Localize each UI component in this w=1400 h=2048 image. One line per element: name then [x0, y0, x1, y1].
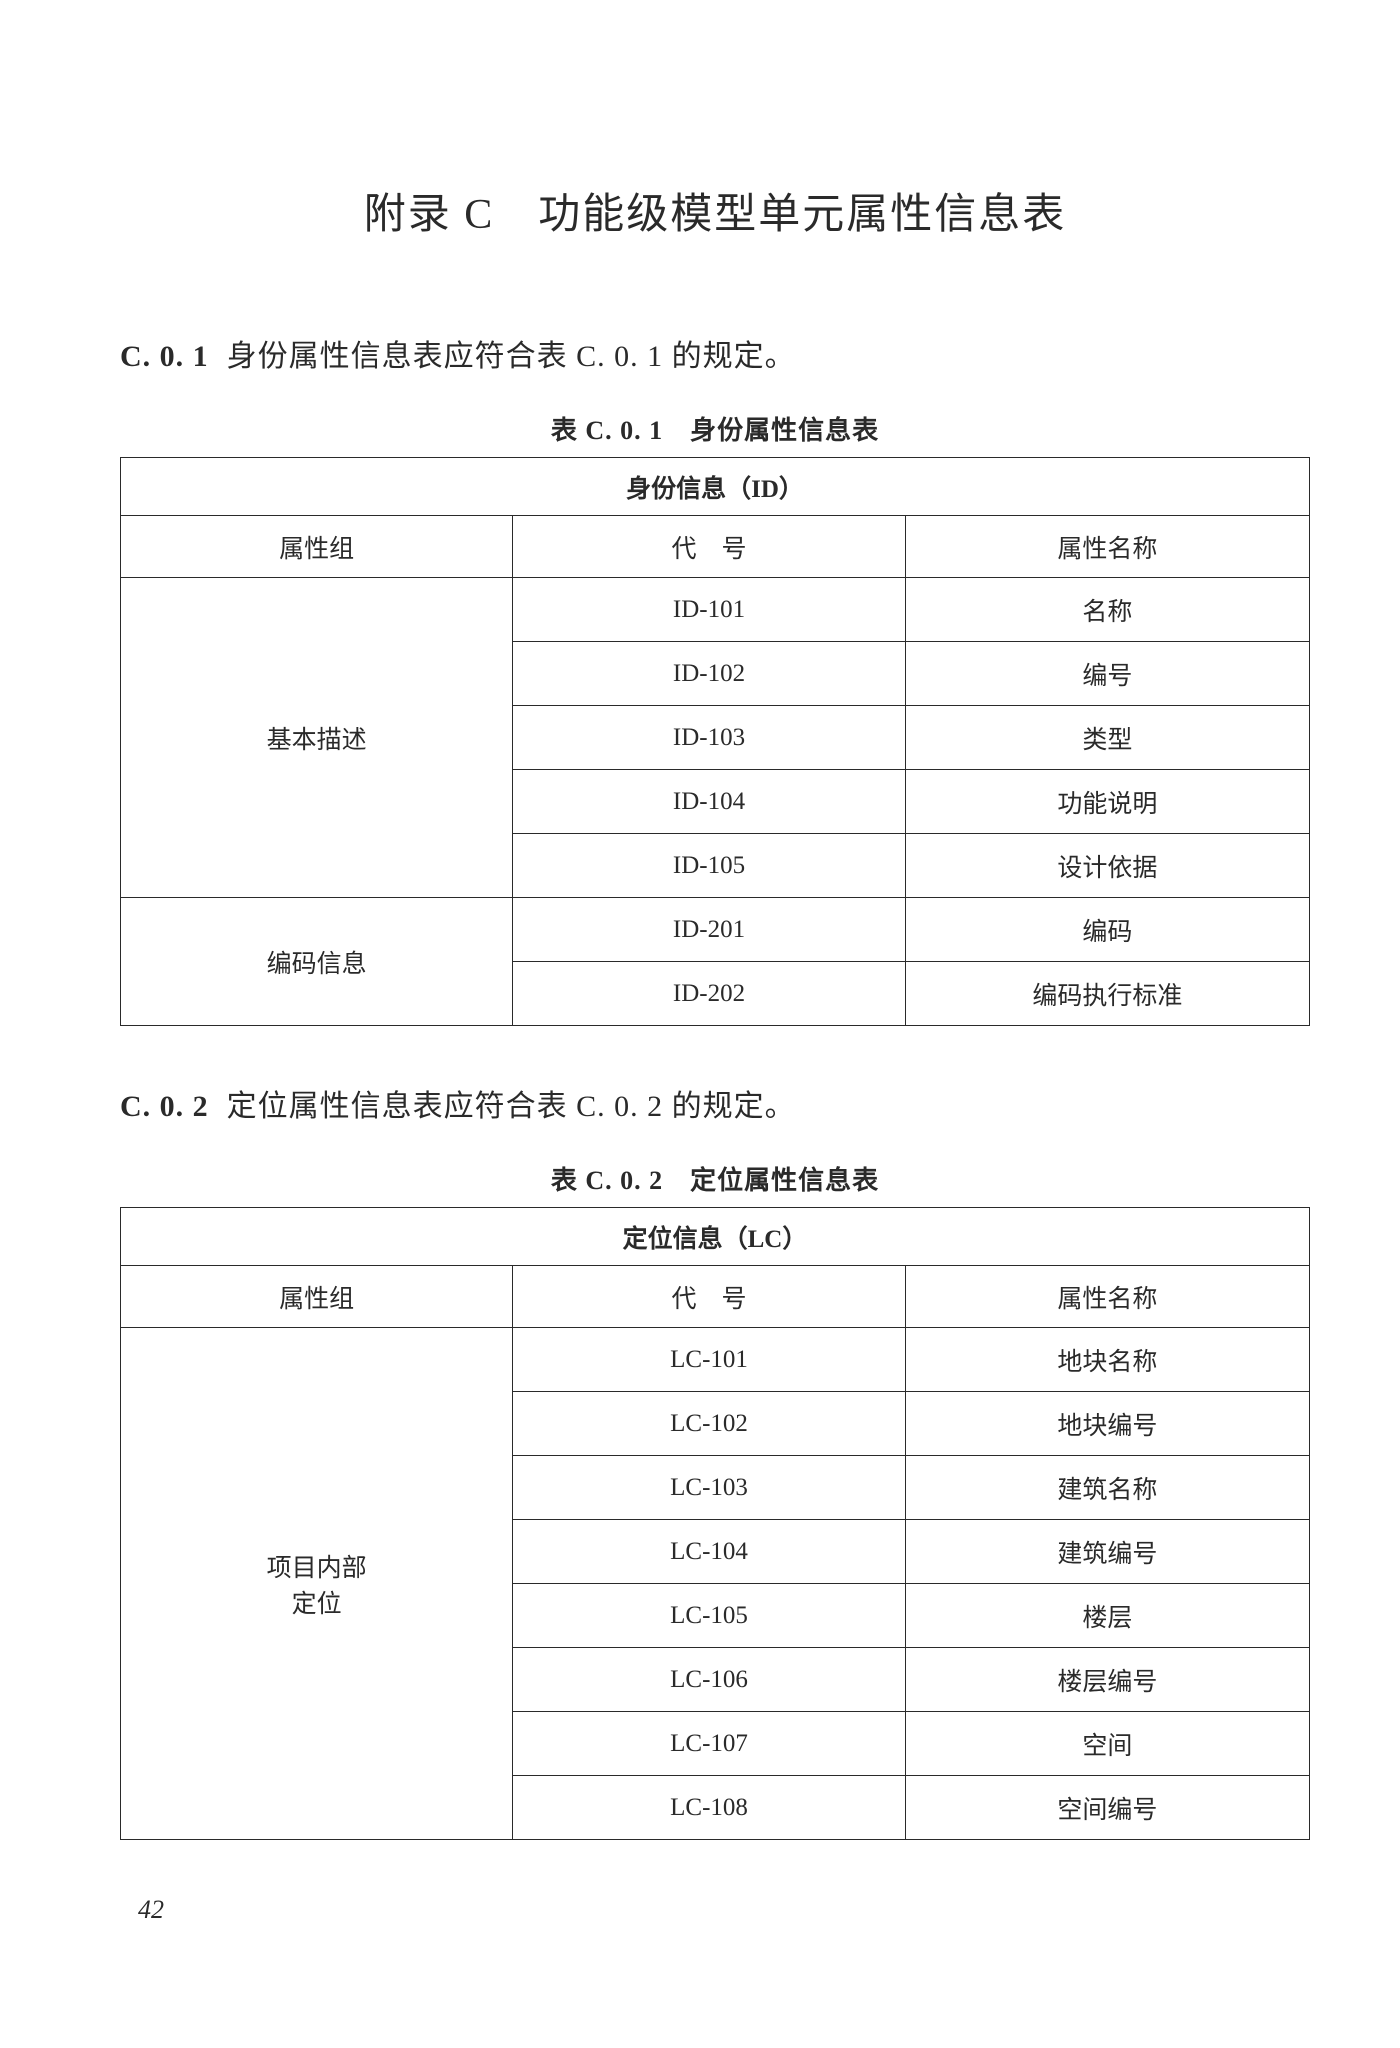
table-cell: 楼层编号 — [905, 1648, 1309, 1712]
section-c01-id: C. 0. 1 — [120, 340, 209, 373]
table-cell: LC-104 — [513, 1520, 905, 1584]
table-cell: 设计依据 — [905, 834, 1309, 898]
table-cell: 建筑名称 — [905, 1456, 1309, 1520]
table-c01-colhdr-2: 属性名称 — [905, 516, 1309, 578]
table-cell: 编码 — [905, 898, 1309, 962]
table-cell: 建筑编号 — [905, 1520, 1309, 1584]
table-cell: 类型 — [905, 706, 1309, 770]
table-cell: 楼层 — [905, 1584, 1309, 1648]
table-c01-group0-label: 基本描述 — [121, 578, 513, 898]
table-c02-colhdr-0: 属性组 — [121, 1266, 513, 1328]
table-c02-colhdr-2: 属性名称 — [905, 1266, 1309, 1328]
table-cell: ID-202 — [513, 962, 905, 1026]
table-c02-header-span: 定位信息（LC） — [121, 1208, 1310, 1266]
table-cell: 地块名称 — [905, 1328, 1309, 1392]
table-cell: LC-107 — [513, 1712, 905, 1776]
table-cell: 空间 — [905, 1712, 1309, 1776]
table-c02: 定位信息（LC） 属性组 代 号 属性名称 项目内部定位 LC-101 地块名称… — [120, 1207, 1310, 1840]
table-c01-caption: 表 C. 0. 1 身份属性信息表 — [120, 410, 1310, 447]
table-c02-group0-label: 项目内部定位 — [121, 1328, 513, 1840]
table-cell: 编码执行标准 — [905, 962, 1309, 1026]
section-c01-label: C. 0. 1 身份属性信息表应符合表 C. 0. 1 的规定。 — [120, 331, 1310, 375]
table-cell: LC-102 — [513, 1392, 905, 1456]
table-c01-header-span: 身份信息（ID） — [121, 458, 1310, 516]
section-c01-text: 身份属性信息表应符合表 C. 0. 1 的规定。 — [227, 340, 796, 373]
table-c01-colhdr-0: 属性组 — [121, 516, 513, 578]
section-c02-text: 定位属性信息表应符合表 C. 0. 2 的规定。 — [227, 1090, 796, 1123]
section-c02-label: C. 0. 2 定位属性信息表应符合表 C. 0. 2 的规定。 — [120, 1081, 1310, 1125]
table-cell: 编号 — [905, 642, 1309, 706]
table-cell: ID-105 — [513, 834, 905, 898]
table-cell: LC-106 — [513, 1648, 905, 1712]
table-cell: ID-103 — [513, 706, 905, 770]
table-cell: ID-201 — [513, 898, 905, 962]
table-c01-group1-label: 编码信息 — [121, 898, 513, 1026]
page-number: 42 — [138, 1895, 1310, 1925]
table-cell: ID-102 — [513, 642, 905, 706]
table-c01-colhdr-1: 代 号 — [513, 516, 905, 578]
section-c02-id: C. 0. 2 — [120, 1090, 209, 1123]
table-cell: 功能说明 — [905, 770, 1309, 834]
table-cell: ID-104 — [513, 770, 905, 834]
table-cell: 空间编号 — [905, 1776, 1309, 1840]
table-cell: 名称 — [905, 578, 1309, 642]
table-c02-caption: 表 C. 0. 2 定位属性信息表 — [120, 1160, 1310, 1197]
table-cell: ID-101 — [513, 578, 905, 642]
table-c02-colhdr-1: 代 号 — [513, 1266, 905, 1328]
table-c01: 身份信息（ID） 属性组 代 号 属性名称 基本描述 ID-101 名称 ID-… — [120, 457, 1310, 1026]
table-cell: LC-103 — [513, 1456, 905, 1520]
table-cell: LC-108 — [513, 1776, 905, 1840]
page-title: 附录 C 功能级模型单元属性信息表 — [120, 180, 1310, 241]
table-cell: LC-105 — [513, 1584, 905, 1648]
table-cell: 地块编号 — [905, 1392, 1309, 1456]
table-cell: LC-101 — [513, 1328, 905, 1392]
